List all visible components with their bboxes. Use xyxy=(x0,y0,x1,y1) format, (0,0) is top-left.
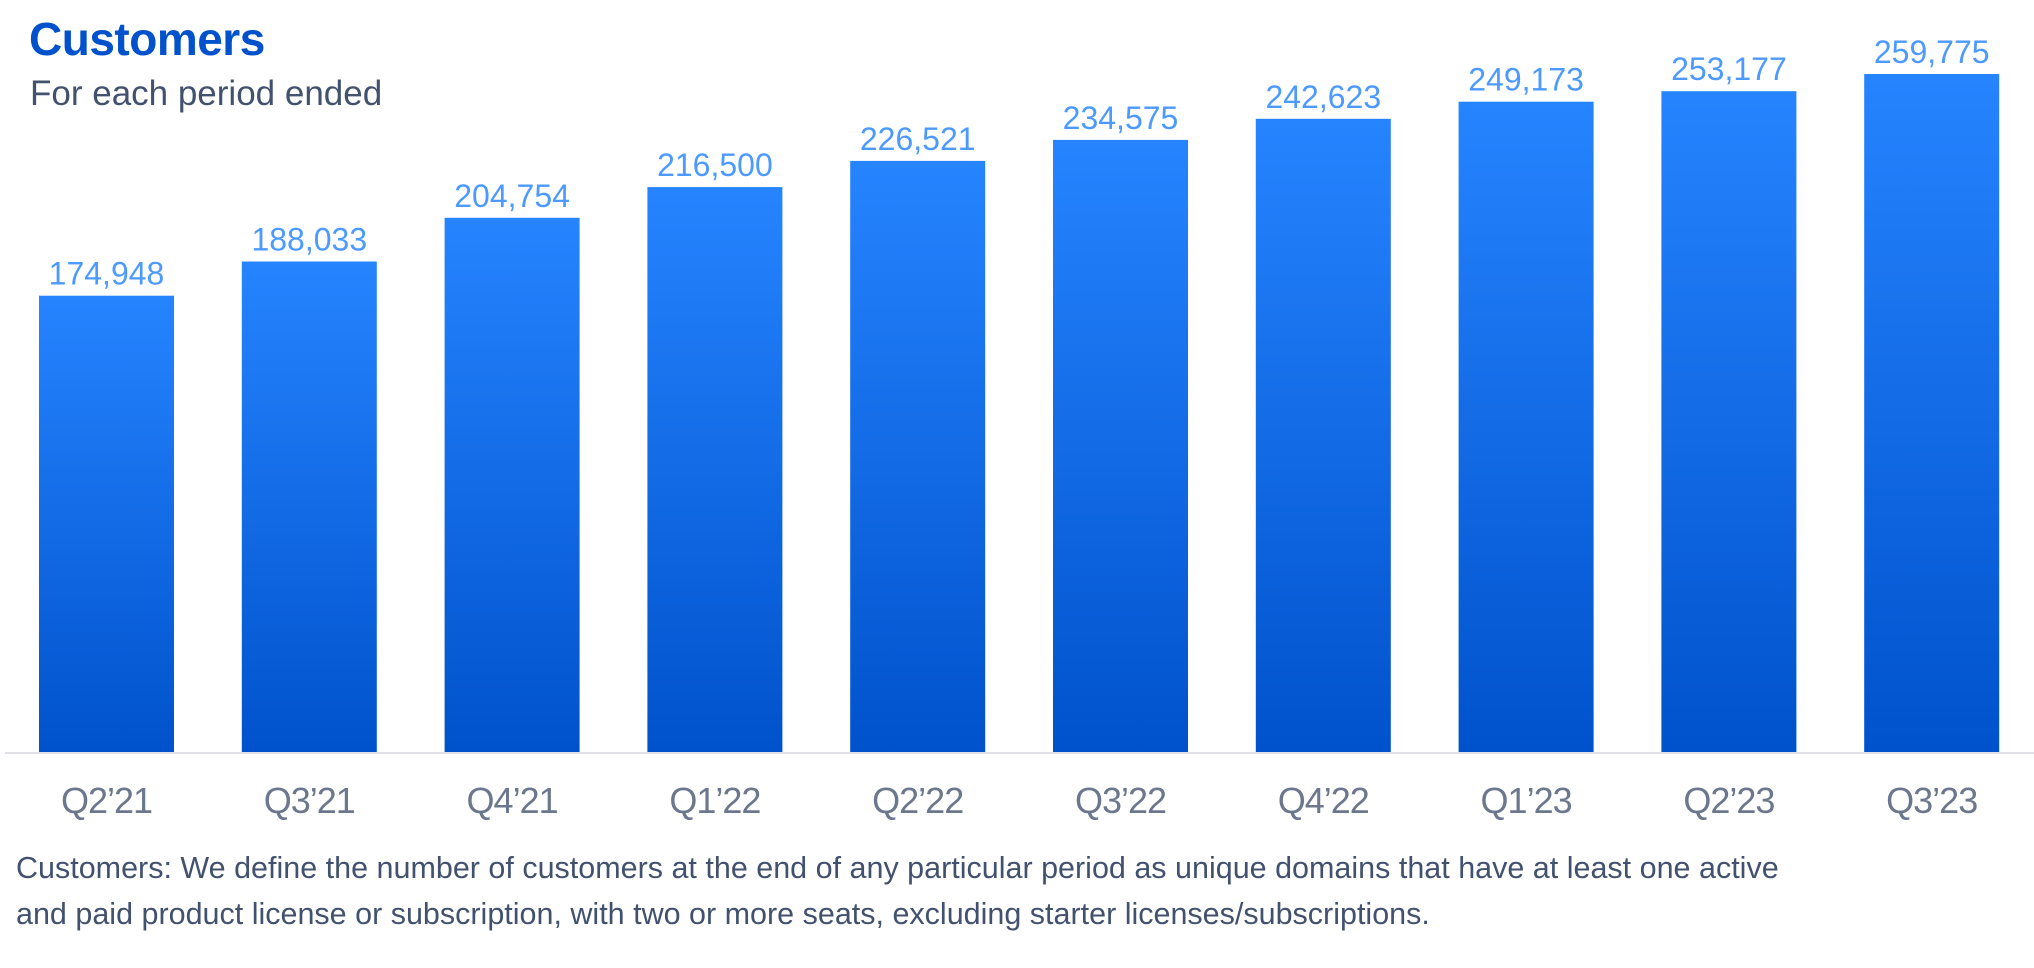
bar-Q2’21 xyxy=(39,295,174,753)
bar-Q4’21 xyxy=(444,217,580,754)
bar-Q2’22 xyxy=(850,160,986,753)
bar-Q3’21 xyxy=(241,261,377,753)
chart-subtitle: For each period ended xyxy=(30,74,383,113)
bar-group xyxy=(39,74,2000,754)
footnote: Customers: We define the number of custo… xyxy=(16,845,2026,937)
value-label: 174,948 xyxy=(49,256,165,292)
value-label: 253,177 xyxy=(1671,51,1787,87)
x-tick-label: Q4’21 xyxy=(467,780,558,821)
value-label: 226,521 xyxy=(860,121,976,157)
chart-title: Customers xyxy=(29,13,265,65)
x-tick-label: Q1’23 xyxy=(1481,780,1572,821)
bar-Q1’23 xyxy=(1458,101,1594,753)
footnote-line-2: and paid product license or subscription… xyxy=(16,897,1430,931)
bar-Q1’22 xyxy=(647,187,783,754)
customers-bar-chart: 174,948 188,033 204,754 216,500 226,521 234,5… xyxy=(5,34,2034,821)
value-label: 249,173 xyxy=(1468,62,1584,98)
x-tick-label: Q3’21 xyxy=(264,780,355,821)
value-label: 242,623 xyxy=(1265,79,1381,115)
value-label: 204,754 xyxy=(454,178,570,214)
bar-Q2’23 xyxy=(1661,91,1797,753)
bar-Q3’23 xyxy=(1864,74,2000,753)
value-label-group: 174,948 188,033 204,754 216,500 226,521 234,5… xyxy=(49,34,1990,292)
x-tick-label-group: Q2’21 Q3’21 Q4’21 Q1’22 Q2’22 Q3’22 Q4’22 Q1’23… xyxy=(61,780,1978,821)
x-tick-label: Q2’22 xyxy=(872,780,963,821)
value-label: 259,775 xyxy=(1874,34,1990,70)
x-tick-label: Q4’22 xyxy=(1278,780,1369,821)
footnote-line-1: Customers: We define the number of custo… xyxy=(16,851,1779,885)
value-label: 188,033 xyxy=(251,222,367,258)
bar-Q4’22 xyxy=(1255,118,1391,754)
x-tick-label: Q3’23 xyxy=(1886,780,1977,821)
x-tick-label: Q3’22 xyxy=(1075,780,1166,821)
x-tick-label: Q2’23 xyxy=(1683,780,1774,821)
x-tick-label: Q1’22 xyxy=(669,780,760,821)
value-label: 216,500 xyxy=(657,147,773,183)
value-label: 234,575 xyxy=(1063,100,1179,136)
bar-Q3’22 xyxy=(1053,139,1188,753)
x-tick-label: Q2’21 xyxy=(61,780,152,821)
